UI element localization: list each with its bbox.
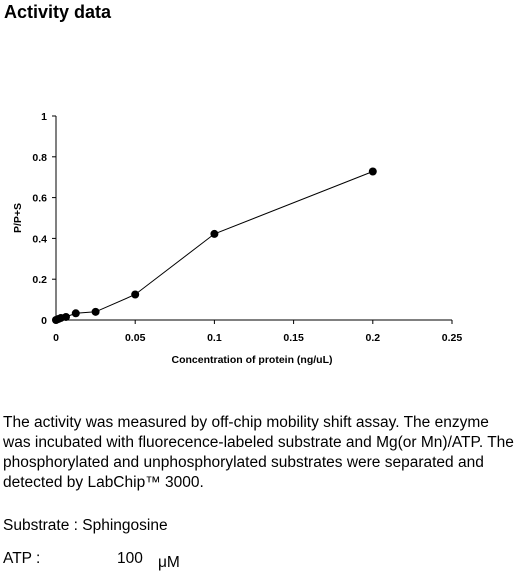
page-title: Activity data (4, 2, 112, 22)
x-tick-label: 0.25 (442, 332, 463, 344)
data-point (368, 167, 377, 176)
y-tick-label: 0.2 (32, 274, 47, 286)
x-tick-label: 0 (53, 332, 59, 344)
y-tick-label: 0 (41, 315, 47, 327)
chart-series (52, 167, 377, 324)
assay-description: The activity was measured by off-chip mo… (3, 414, 514, 491)
x-tick-label: 0.2 (365, 332, 380, 344)
y-tick-label: 1 (41, 111, 47, 123)
x-tick-label: 0.15 (283, 332, 304, 344)
x-tick-label: 0.05 (125, 332, 146, 344)
data-point (91, 307, 100, 316)
data-point (71, 309, 80, 318)
activity-chart: 0 0.05 0.1 0.15 0.2 0.25 0 0.2 0.4 0.6 0.8 1 Concen… (12, 111, 462, 366)
y-tick-label: 0.6 (32, 193, 47, 205)
y-axis-label: P/P+S (12, 203, 24, 233)
atp-value: 100 (117, 550, 143, 567)
x-axis-label: Concentration of protein (ng/uL) (172, 354, 333, 366)
chart-ticks: 0 0.05 0.1 0.15 0.2 0.25 0 0.2 0.4 0.6 0.8 1 (32, 111, 462, 344)
x-tick-label: 0.1 (207, 332, 222, 344)
substrate-line: Substrate : Sphingosine (3, 517, 168, 534)
atp-label: ATP : (3, 550, 41, 567)
chart-axes (55, 116, 452, 321)
data-point (61, 312, 70, 321)
y-tick-label: 0.4 (32, 233, 47, 245)
y-tick-label: 0.8 (32, 152, 47, 164)
series-line (55, 171, 373, 321)
data-point (131, 290, 140, 299)
atp-unit: μM (158, 554, 180, 571)
data-point (210, 229, 219, 238)
